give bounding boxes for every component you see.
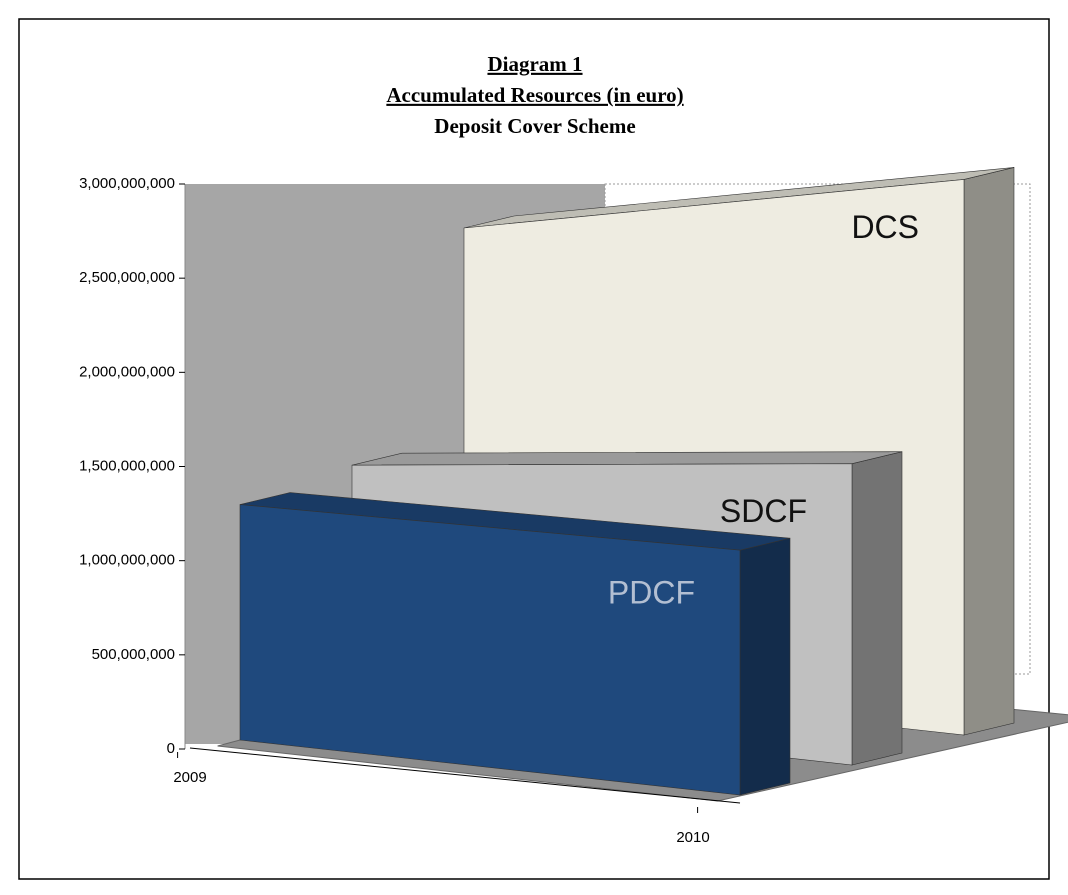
chart-title: Diagram 1: [487, 52, 582, 76]
series-label: DCS: [851, 209, 919, 245]
series-side: [739, 537, 791, 796]
y-tick-label: 1,000,000,000: [79, 552, 175, 569]
y-tick-label: 1,500,000,000: [79, 457, 175, 474]
x-axis: [189, 747, 741, 804]
y-tick-label: 2,500,000,000: [79, 269, 175, 286]
y-tick-label: 0: [167, 740, 175, 757]
series-side: [963, 167, 1015, 736]
x-tick-label: 2009: [173, 769, 206, 786]
series-label: PDCF: [608, 575, 695, 611]
y-tick-label: 3,000,000,000: [79, 175, 175, 192]
x-tick-label: 2010: [676, 829, 709, 846]
series-side: [851, 451, 903, 766]
series-area: [239, 504, 741, 796]
y-tick-label: 500,000,000: [92, 646, 175, 663]
chart-subtitle: Accumulated Resources (in euro): [386, 83, 683, 107]
chart-caption: Deposit Cover Scheme: [434, 114, 635, 138]
y-tick-label: 2,000,000,000: [79, 363, 175, 380]
series-top: [351, 451, 903, 466]
series-label: SDCF: [720, 493, 807, 529]
